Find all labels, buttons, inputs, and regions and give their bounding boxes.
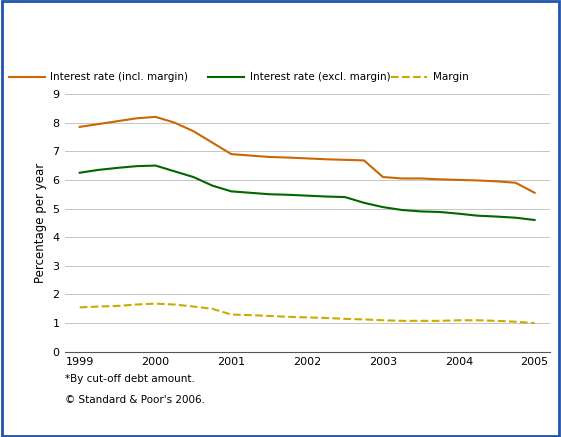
Y-axis label: Percentage per year: Percentage per year [34,163,47,283]
Text: Margin: Margin [433,72,468,82]
Text: Interest rate (incl. margin): Interest rate (incl. margin) [50,72,188,82]
Text: Chart 1: Weighted-Average Interest Rate, Interest Rate Before Margin, and Loan
M: Chart 1: Weighted-Average Interest Rate,… [12,11,532,35]
Text: © Standard & Poor's 2006.: © Standard & Poor's 2006. [65,395,205,406]
Text: *By cut-off debt amount.: *By cut-off debt amount. [65,374,195,384]
Text: Interest rate (excl. margin): Interest rate (excl. margin) [250,72,390,82]
